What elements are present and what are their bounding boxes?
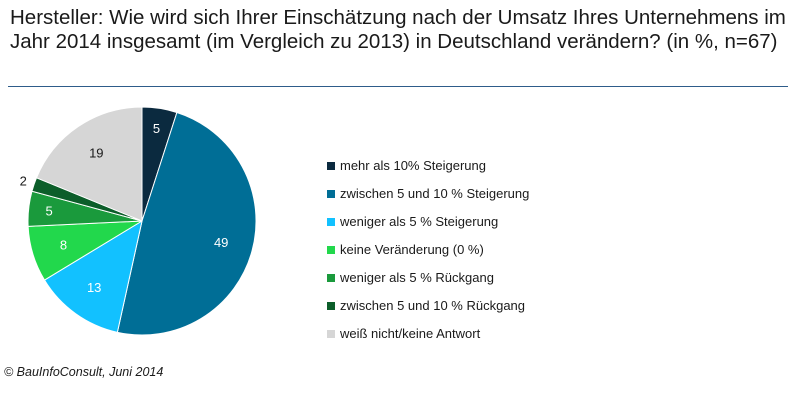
legend-swatch — [327, 246, 335, 254]
legend-swatch — [327, 302, 335, 310]
legend-item: mehr als 10% Steigerung — [327, 152, 529, 180]
legend-label: zwischen 5 und 10 % Rückgang — [340, 298, 526, 313]
legend-swatch — [327, 330, 335, 338]
legend-item: zwischen 5 und 10 % Steigerung — [327, 180, 529, 208]
slice-value-label: 8 — [60, 237, 67, 252]
slice-value-label: 49 — [214, 235, 228, 250]
legend-label: zwischen 5 und 10 % Steigerung — [340, 186, 530, 201]
legend-item: zwischen 5 und 10 % Rückgang — [327, 292, 529, 320]
legend-item: keine Veränderung (0 %) — [327, 236, 529, 264]
legend: mehr als 10% Steigerung zwischen 5 und 10… — [327, 152, 529, 348]
slice-value-label: 5 — [153, 121, 160, 136]
chart-title: Hersteller: Wie wird sich Ihrer Einschät… — [10, 6, 786, 53]
title-divider — [8, 86, 788, 87]
legend-label: keine Veränderung (0 %) — [340, 242, 484, 257]
legend-label: weiß nicht/keine Antwort — [340, 326, 481, 341]
slice-value-label: 19 — [89, 145, 103, 160]
legend-label: mehr als 10% Steigerung — [340, 158, 486, 173]
slice-unter-5-steigerung — [43, 219, 143, 333]
legend-swatch — [327, 218, 335, 226]
legend-item: weniger als 5 % Steigerung — [327, 208, 529, 236]
copyright-footer: © BauInfoConsult, Juni 2014 — [4, 365, 164, 379]
slice-value-label: 13 — [87, 280, 101, 295]
slice-value-label: 2 — [20, 173, 27, 188]
legend-label: weniger als 5 % Rückgang — [340, 270, 494, 285]
slice-5-10-steigerung — [116, 111, 257, 336]
slice-value-label: 5 — [45, 203, 52, 218]
legend-swatch — [327, 274, 335, 282]
slice-weiss-nicht — [35, 106, 143, 222]
legend-swatch — [327, 162, 335, 170]
legend-item: weiß nicht/keine Antwort — [327, 320, 529, 348]
legend-swatch — [327, 190, 335, 198]
legend-item: weniger als 5 % Rückgang — [327, 264, 529, 292]
legend-label: weniger als 5 % Steigerung — [340, 214, 499, 229]
